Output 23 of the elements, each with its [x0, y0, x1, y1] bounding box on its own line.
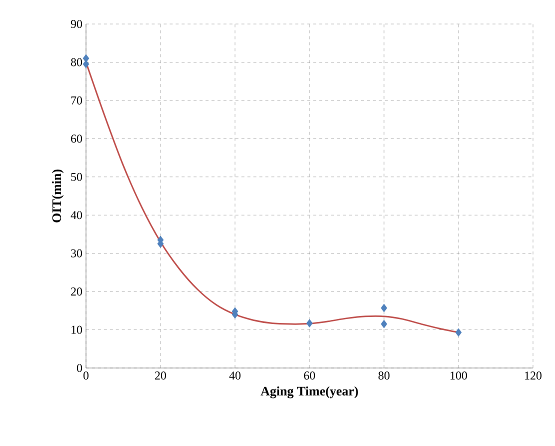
x-tick-label: 100 [450, 372, 468, 380]
y-tick-label: 80 [70, 58, 82, 66]
x-tick-label: 60 [304, 372, 316, 380]
x-tick-label: 0 [83, 372, 89, 380]
point [306, 319, 313, 328]
y-tick-label: 70 [71, 96, 82, 104]
x-tick-label: 40 [229, 372, 241, 380]
x-tick-label: 120 [525, 372, 542, 380]
y-axis-title: OIT(min) [52, 170, 64, 222]
y-tick-label: 60 [71, 134, 82, 143]
y-tick-label: 0 [76, 364, 82, 372]
x-axis-title: Aging Time(year) [260, 386, 358, 398]
y-tick-label: 20 [71, 288, 82, 296]
point [380, 304, 388, 312]
y-tick-label: 50 [71, 172, 82, 181]
point [380, 320, 388, 328]
y-tick-label: 90 [70, 20, 82, 28]
x-tick-label: 20 [155, 372, 166, 380]
y-tick-label: 10 [72, 326, 82, 334]
y-tick-label: 30 [71, 249, 82, 258]
y-tick-label: 40 [70, 211, 82, 220]
point [455, 328, 462, 337]
x-tick-label: 80 [378, 372, 390, 380]
